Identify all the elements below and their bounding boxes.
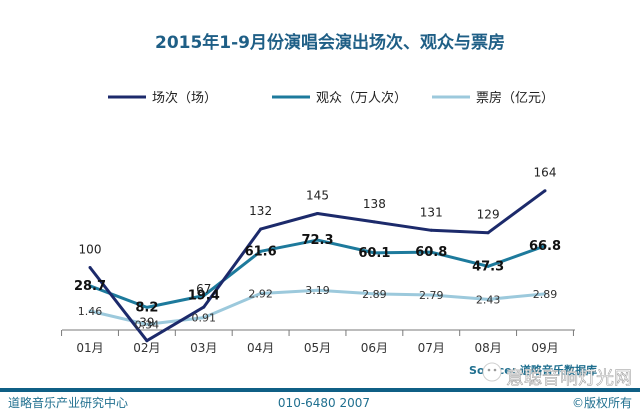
data-point: [543, 189, 547, 193]
data-label: 1.46: [78, 305, 103, 318]
series-layer: 1.46 0.34 0.91 2.92 3.19 2.89 2.79 2.43 2.89 28.7…: [74, 166, 561, 343]
data-label: 164: [534, 166, 557, 180]
footer-left: 道略音乐产业研究中心: [8, 395, 128, 410]
data-point: [259, 249, 263, 253]
data-label: 60.8: [415, 245, 447, 260]
data-point: [145, 322, 149, 326]
data-point: [316, 238, 319, 242]
footer-bar: [0, 388, 640, 392]
data-point: [88, 284, 92, 288]
data-label: 72.3: [301, 233, 333, 248]
x-tick-label: 01月: [76, 341, 103, 355]
x-tick-label: 02月: [133, 341, 160, 355]
data-point: [88, 266, 92, 269]
data-label: 39: [139, 316, 154, 330]
x-tick-label: 06月: [361, 341, 388, 355]
x-tick-label: 07月: [418, 341, 445, 355]
data-label: 138: [363, 197, 386, 211]
data-point: [543, 292, 547, 296]
legend: 场次（场） 观众（万人次） 票房（亿元）: [108, 90, 554, 106]
data-label: 2.89: [362, 288, 387, 301]
x-axis: 01月 02月 03月 04月 05月 06月 07月 08月 09月: [61, 329, 575, 355]
data-point: [202, 305, 206, 309]
x-tick-label: 08月: [474, 341, 501, 355]
data-label: 132: [249, 204, 272, 218]
data-point: [88, 309, 92, 313]
wechat-icon-dot-2: [493, 368, 497, 372]
data-label: 60.1: [358, 246, 390, 261]
data-point: [145, 305, 149, 309]
legend-label: 场次（场）: [152, 90, 217, 106]
data-label: 0.34: [135, 318, 160, 331]
data-point: [429, 228, 433, 232]
data-point: [486, 297, 490, 301]
data-point: [145, 339, 149, 343]
data-point: [202, 316, 206, 320]
data-label: 129: [477, 208, 500, 222]
data-point: [316, 288, 319, 292]
data-label: 28.7: [74, 279, 106, 294]
data-point: [486, 264, 490, 268]
data-point: [372, 292, 376, 296]
data-point: [429, 250, 433, 254]
data-label: 2.92: [248, 287, 273, 300]
data-label: 2.79: [419, 289, 444, 302]
data-point: [372, 251, 376, 255]
data-label: 2.43: [476, 293, 501, 306]
data-label: 8.2: [135, 300, 158, 315]
data-point: [316, 212, 319, 215]
x-tick-label: 05月: [304, 341, 331, 355]
data-label: 145: [306, 189, 329, 203]
x-tick-label: 09月: [531, 341, 558, 355]
watermark: 意聪音响灯光网: [482, 362, 632, 389]
data-label: 19.4: [188, 289, 220, 304]
footer-right: ©版权所有: [572, 396, 632, 410]
footer-center: 010-6480 2007: [278, 396, 370, 410]
data-label: 0.91: [192, 312, 217, 325]
data-label: 66.8: [529, 239, 561, 254]
data-label: 47.3: [472, 259, 504, 274]
data-point: [202, 294, 206, 298]
x-tick-label: 03月: [190, 341, 217, 355]
x-tick-label: 04月: [247, 341, 274, 355]
data-point: [429, 293, 433, 297]
data-point: [543, 244, 547, 248]
data-label: 131: [420, 205, 443, 219]
legend-label: 票房（亿元）: [476, 90, 554, 106]
chart-title: 2015年1-9月份演唱会演出场次、观众与票房: [155, 32, 505, 53]
wechat-icon: [482, 362, 502, 382]
data-point: [372, 220, 376, 224]
data-label: 3.19: [305, 284, 330, 297]
data-label: 61.6: [245, 244, 277, 259]
data-label: 100: [79, 243, 102, 257]
watermark-text: 意聪音响灯光网: [506, 368, 632, 389]
data-label: 2.89: [533, 288, 558, 301]
data-point: [259, 227, 263, 231]
legend-label: 观众（万人次）: [316, 90, 407, 106]
wechat-icon-dot-1: [487, 368, 491, 372]
data-label: 67: [196, 282, 211, 296]
data-point: [486, 231, 490, 235]
data-point: [259, 291, 263, 295]
